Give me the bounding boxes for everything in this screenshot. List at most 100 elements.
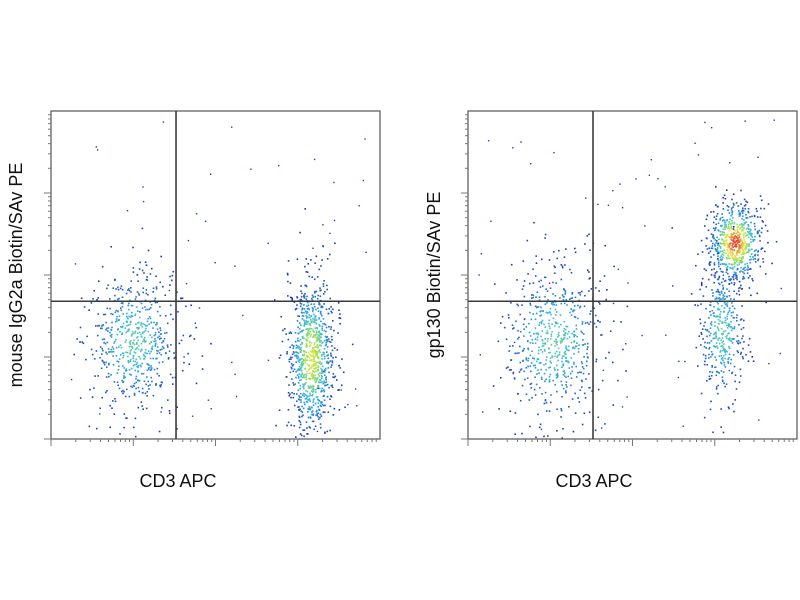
event-dot xyxy=(115,309,117,312)
event-dot xyxy=(713,262,716,264)
event-dot xyxy=(731,239,733,241)
event-dot xyxy=(315,255,318,258)
event-dot xyxy=(315,319,318,321)
event-dot xyxy=(312,375,314,378)
event-dot xyxy=(740,266,742,269)
event-dot xyxy=(620,321,622,323)
event-dot xyxy=(724,228,726,231)
event-dot xyxy=(278,164,280,167)
event-dot xyxy=(564,264,566,266)
event-dot xyxy=(540,279,542,282)
event-dot xyxy=(563,327,566,330)
event-dot xyxy=(307,407,309,410)
event-dot xyxy=(136,274,139,276)
event-dot xyxy=(749,351,752,353)
event-dot xyxy=(724,279,727,282)
event-dot xyxy=(535,312,538,315)
event-dot xyxy=(299,423,302,426)
event-dot xyxy=(146,324,148,327)
event-dot xyxy=(751,215,753,218)
event-dot xyxy=(598,290,600,292)
event-dot xyxy=(108,362,110,365)
event-dot xyxy=(154,344,157,346)
event-dot xyxy=(752,240,755,242)
event-dot xyxy=(312,350,315,353)
event-dot xyxy=(601,379,604,382)
event-dot xyxy=(292,370,294,373)
event-dot xyxy=(705,269,707,272)
event-dot xyxy=(136,327,138,329)
event-dot xyxy=(329,429,331,432)
event-dot xyxy=(736,264,739,266)
event-dot xyxy=(733,338,735,340)
event-dot xyxy=(306,317,308,319)
event-dot xyxy=(300,364,303,367)
event-dot xyxy=(724,348,726,351)
event-dot xyxy=(717,307,719,310)
event-dot xyxy=(306,356,308,358)
event-dot xyxy=(554,352,557,355)
event-dot xyxy=(141,307,144,309)
event-dot xyxy=(542,310,544,312)
event-dot xyxy=(768,362,770,365)
event-dot xyxy=(508,350,510,352)
event-dot xyxy=(321,325,324,328)
event-dot xyxy=(719,242,721,244)
event-dot xyxy=(706,328,709,331)
event-dot xyxy=(574,334,577,337)
event-dot xyxy=(544,296,546,298)
event-dot xyxy=(156,310,159,313)
event-dot xyxy=(723,307,726,309)
event-dot xyxy=(580,379,583,382)
event-dot xyxy=(339,367,341,369)
event-dot xyxy=(721,344,724,347)
event-dot xyxy=(303,297,306,299)
event-dot xyxy=(154,338,156,340)
event-dot xyxy=(333,376,336,379)
event-dot xyxy=(541,340,544,342)
event-dot xyxy=(143,339,146,342)
event-dot xyxy=(577,351,580,353)
event-dot xyxy=(588,290,590,292)
event-dot xyxy=(531,339,534,341)
event-dot xyxy=(107,327,110,329)
event-dot xyxy=(589,386,591,389)
event-dot xyxy=(581,362,583,365)
event-dot xyxy=(116,360,118,363)
event-dot xyxy=(732,278,735,281)
event-dot xyxy=(298,327,301,330)
event-dot xyxy=(307,263,309,265)
event-dot xyxy=(700,239,703,242)
event-dot xyxy=(302,392,305,395)
event-dot xyxy=(718,265,720,268)
event-dot xyxy=(122,356,124,359)
event-dot xyxy=(556,376,559,378)
event-dot xyxy=(724,357,726,360)
event-dot xyxy=(301,341,303,344)
event-dot xyxy=(535,262,538,264)
event-dot xyxy=(306,335,308,337)
event-dot xyxy=(741,337,743,340)
event-dot xyxy=(112,350,115,353)
event-dot xyxy=(588,387,590,389)
event-dot xyxy=(138,316,141,319)
event-dot xyxy=(565,325,568,328)
event-dot xyxy=(128,328,130,331)
event-dot xyxy=(780,287,782,290)
event-dot xyxy=(323,394,325,397)
event-dot xyxy=(579,306,581,309)
event-dot xyxy=(521,350,524,352)
event-dot xyxy=(524,378,526,381)
event-dot xyxy=(733,256,736,258)
event-dot xyxy=(556,430,558,432)
event-dot xyxy=(733,229,735,231)
event-dot xyxy=(323,371,326,373)
event-dot xyxy=(304,376,306,379)
event-dot xyxy=(513,341,516,344)
event-dot xyxy=(287,273,289,276)
event-dot xyxy=(519,345,521,348)
event-dot xyxy=(317,331,320,333)
event-dot xyxy=(720,408,722,410)
event-dot xyxy=(144,351,146,354)
event-dot xyxy=(730,321,732,323)
